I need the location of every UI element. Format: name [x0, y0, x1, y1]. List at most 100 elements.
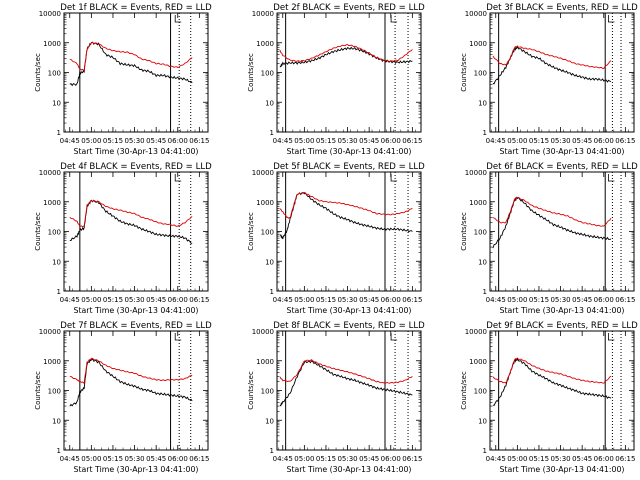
x-tick-label: 06:00	[381, 137, 401, 145]
x-tick-label: 06:00	[381, 296, 401, 304]
x-tick-label: 06:15	[189, 137, 209, 145]
series-events-line	[492, 45, 612, 85]
y-axis-label: Counts/sec	[247, 371, 255, 410]
x-axis-label: Start Time (30-Apr-13 04:41:00)	[287, 465, 412, 474]
y-tick-label: 1	[483, 288, 487, 296]
y-tick-label: 10	[478, 258, 487, 266]
x-axis-label: Start Time (30-Apr-13 04:41:00)	[74, 306, 199, 315]
x-axis-label: Start Time (30-Apr-13 04:41:00)	[287, 306, 412, 315]
x-axis-label: Start Time (30-Apr-13 04:41:00)	[500, 147, 625, 156]
x-tick-label: 05:00	[507, 455, 527, 463]
y-tick-label: 1	[57, 447, 61, 455]
y-tick-label: 1	[270, 288, 274, 296]
y-tick-label: 10	[478, 99, 487, 107]
panel-title: Det 4f BLACK = Events, RED = LLD	[60, 162, 212, 172]
x-tick-label: 05:30	[124, 455, 144, 463]
x-tick-label: 05:30	[337, 296, 357, 304]
series-lld-line	[492, 197, 612, 227]
y-tick-label: 10	[52, 99, 61, 107]
y-axis-label: Counts/sec	[247, 53, 255, 92]
y-tick-label: 100	[48, 388, 61, 396]
series-events-line	[279, 360, 413, 407]
time-bracket-mark	[608, 333, 615, 341]
x-tick-label: 05:45	[359, 137, 379, 145]
time-bracket-mark	[390, 174, 398, 182]
x-tick-label: 04:45	[486, 455, 506, 463]
x-tick-label: 06:15	[615, 455, 635, 463]
series-lld-line	[492, 45, 612, 69]
x-tick-label: 06:15	[402, 296, 422, 304]
panel-det-8: Det 8f BLACK = Events, RED = LLD 1 10 100 10…	[247, 321, 425, 474]
plot-frame	[63, 171, 209, 292]
x-tick-label: 06:00	[168, 296, 188, 304]
x-tick-label: 05:00	[81, 296, 101, 304]
x-tick-label: 05:30	[337, 455, 357, 463]
x-tick-label: 06:15	[189, 296, 209, 304]
series-events-line	[69, 199, 193, 244]
x-tick-label: 04:45	[486, 296, 506, 304]
x-tick-label: 05:30	[550, 455, 570, 463]
x-tick-label: 06:00	[594, 296, 614, 304]
y-axis-label: Counts/sec	[34, 53, 42, 92]
x-tick-label: 05:45	[146, 455, 166, 463]
series-events-line	[492, 196, 612, 249]
x-tick-label: 06:15	[615, 137, 635, 145]
y-axis-label: Counts/sec	[247, 212, 255, 251]
y-tick-label: 100	[48, 70, 61, 78]
panel-title: Det 1f BLACK = Events, RED = LLD	[60, 3, 212, 13]
panel-det-1: Det 1f BLACK = Events, RED = LLD 1 10 100 10…	[34, 3, 212, 156]
x-tick-label: 06:15	[402, 455, 422, 463]
series-events-line	[279, 46, 413, 68]
x-tick-label: 06:00	[594, 455, 614, 463]
y-tick-label: 1000	[469, 40, 487, 48]
time-bracket-mark	[608, 174, 615, 182]
x-tick-label: 05:15	[529, 296, 549, 304]
panel-det-4: Det 4f BLACK = Events, RED = LLD 1 10 100 10…	[34, 162, 212, 315]
y-tick-label: 10000	[252, 10, 274, 18]
y-tick-label: 10000	[465, 10, 487, 18]
x-tick-label: 06:15	[615, 296, 635, 304]
x-tick-label: 04:45	[273, 137, 293, 145]
y-tick-label: 10000	[252, 328, 274, 336]
series-lld-line	[69, 42, 193, 72]
y-tick-label: 100	[474, 229, 487, 237]
time-bracket-mark	[174, 174, 182, 182]
plot-frame	[276, 330, 422, 451]
x-tick-label: 06:15	[189, 455, 209, 463]
y-tick-label: 1	[57, 288, 61, 296]
y-tick-label: 10	[478, 417, 487, 425]
y-axis-label: Counts/sec	[34, 371, 42, 410]
x-tick-label: 05:45	[572, 296, 592, 304]
time-bracket-mark	[608, 15, 615, 23]
x-tick-label: 05:45	[359, 296, 379, 304]
series-lld-line	[69, 357, 193, 385]
y-tick-label: 1000	[256, 199, 274, 207]
y-tick-label: 1	[483, 447, 487, 455]
y-tick-label: 1	[483, 129, 487, 137]
x-tick-label: 05:15	[103, 137, 123, 145]
x-tick-label: 04:45	[60, 137, 80, 145]
x-tick-label: 05:30	[124, 137, 144, 145]
x-tick-label: 05:00	[507, 296, 527, 304]
x-axis-label: Start Time (30-Apr-13 04:41:00)	[500, 306, 625, 315]
x-tick-label: 06:00	[168, 137, 188, 145]
x-tick-label: 05:15	[316, 296, 336, 304]
series-events-line	[279, 192, 413, 240]
time-bracket-mark	[390, 15, 398, 23]
panel-title: Det 2f BLACK = Events, RED = LLD	[273, 3, 425, 13]
y-tick-label: 100	[261, 229, 274, 237]
time-bracket-mark	[174, 333, 182, 341]
y-tick-label: 10000	[39, 169, 61, 177]
series-lld-line	[279, 359, 413, 384]
y-tick-label: 1000	[43, 199, 61, 207]
series-lld-line	[279, 192, 413, 220]
y-tick-label: 100	[474, 70, 487, 78]
y-tick-label: 1	[57, 129, 61, 137]
x-tick-label: 04:45	[273, 455, 293, 463]
series-lld-line	[279, 44, 413, 62]
x-tick-label: 05:00	[294, 137, 314, 145]
x-tick-label: 05:45	[146, 137, 166, 145]
panel-title: Det 5f BLACK = Events, RED = LLD	[273, 162, 425, 172]
x-tick-label: 05:00	[294, 296, 314, 304]
